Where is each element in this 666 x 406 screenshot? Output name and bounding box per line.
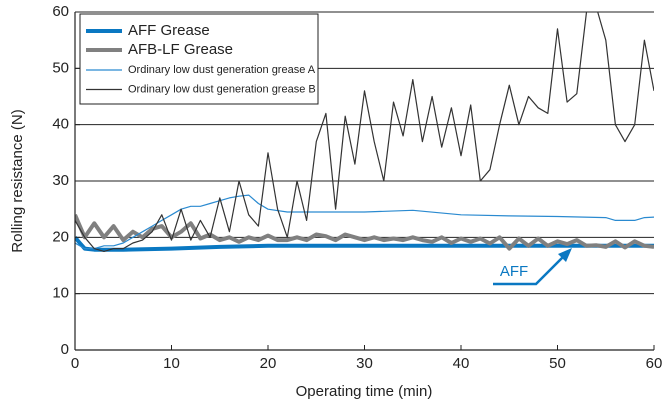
y-tick-label: 50	[52, 59, 69, 76]
y-tick-label: 30	[52, 172, 69, 189]
legend-label: Ordinary low dust generation grease B	[128, 83, 316, 95]
y-tick-label: 20	[52, 228, 69, 245]
series-line	[75, 194, 654, 250]
x-axis-label: Operating time (min)	[296, 383, 433, 400]
annotation: AFF	[493, 248, 572, 286]
y-tick-label: 0	[61, 341, 69, 358]
lines	[75, 12, 654, 252]
series-line	[75, 214, 654, 251]
x-tick-label: 20	[260, 355, 277, 372]
legend: AFF Grease AFB-LF Grease Ordinary low dust…	[79, 13, 319, 105]
x-tick-label: 30	[356, 355, 373, 372]
y-tick-label: 60	[52, 3, 69, 20]
legend-label: Ordinary low dust generation grease A	[128, 64, 316, 76]
legend-label: AFB-LF Grease	[128, 41, 233, 58]
x-tick-label: 40	[453, 355, 470, 372]
x-tick-label: 50	[549, 355, 566, 372]
annotation-text: AFF	[500, 263, 528, 280]
x-tick-label: 60	[646, 355, 663, 372]
series-line	[75, 12, 654, 252]
y-axis-label: Rolling resistance (N)	[9, 109, 26, 252]
annotation-arrow	[493, 253, 567, 286]
y-tick-label: 40	[52, 116, 69, 133]
arrow-head	[558, 248, 572, 262]
x-tick-label: 10	[163, 355, 180, 372]
y-tick-label: 10	[52, 285, 69, 302]
x-tick-label: 0	[71, 355, 79, 372]
legend-label: AFF Grease	[128, 22, 210, 39]
